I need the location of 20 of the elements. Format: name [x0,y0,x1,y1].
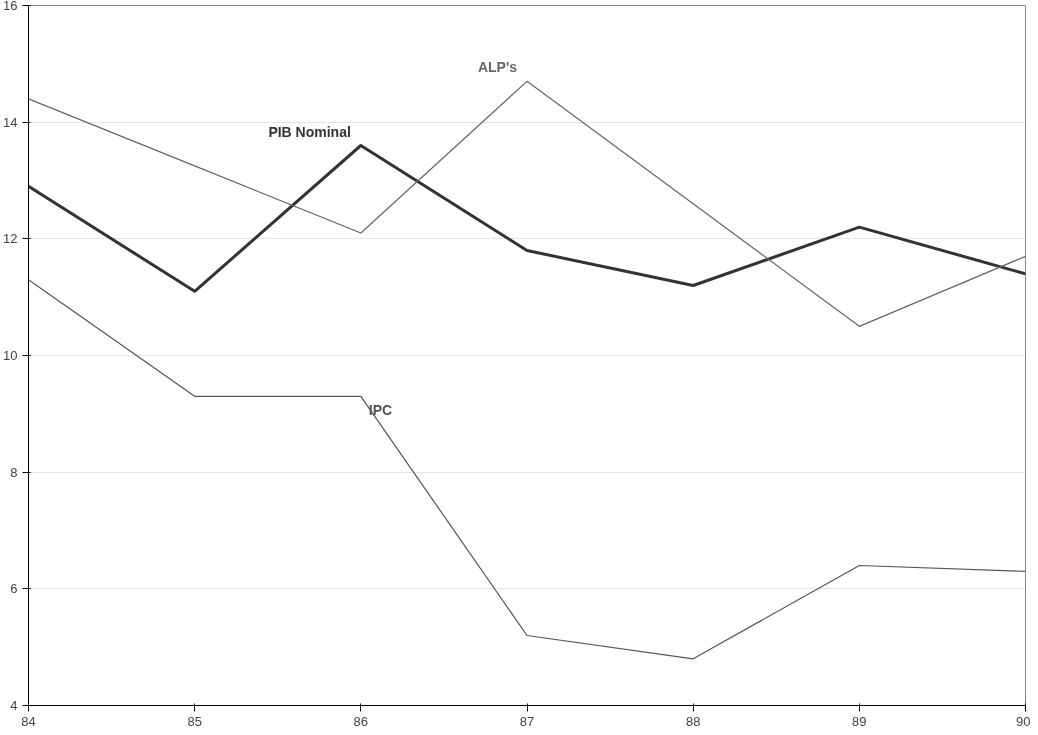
y-tick-label: 4 [10,698,18,713]
y-tick-label: 16 [3,0,18,13]
line-series [28,279,1026,660]
line-series [28,80,1026,327]
x-tick-label: 87 [519,713,535,729]
series-label: PIB Nominal [268,123,351,140]
x-tick-label: 88 [685,713,701,729]
x-tick-label: 89 [852,713,867,729]
x-tick-label: 84 [21,713,36,729]
x-tick-label: 90 [1016,713,1031,729]
y-tick-label: 8 [10,464,18,480]
line-series [28,144,1026,293]
y-tick-label: 12 [3,231,18,247]
y-tick-label: 10 [3,348,18,363]
x-tick-label: 85 [187,713,202,729]
x-tick-label: 86 [353,713,369,729]
y-tick-label: 6 [10,581,18,597]
series-label: ALP's [477,59,518,76]
y-tick-label: 14 [3,114,18,130]
series-label: IPC [368,402,393,419]
